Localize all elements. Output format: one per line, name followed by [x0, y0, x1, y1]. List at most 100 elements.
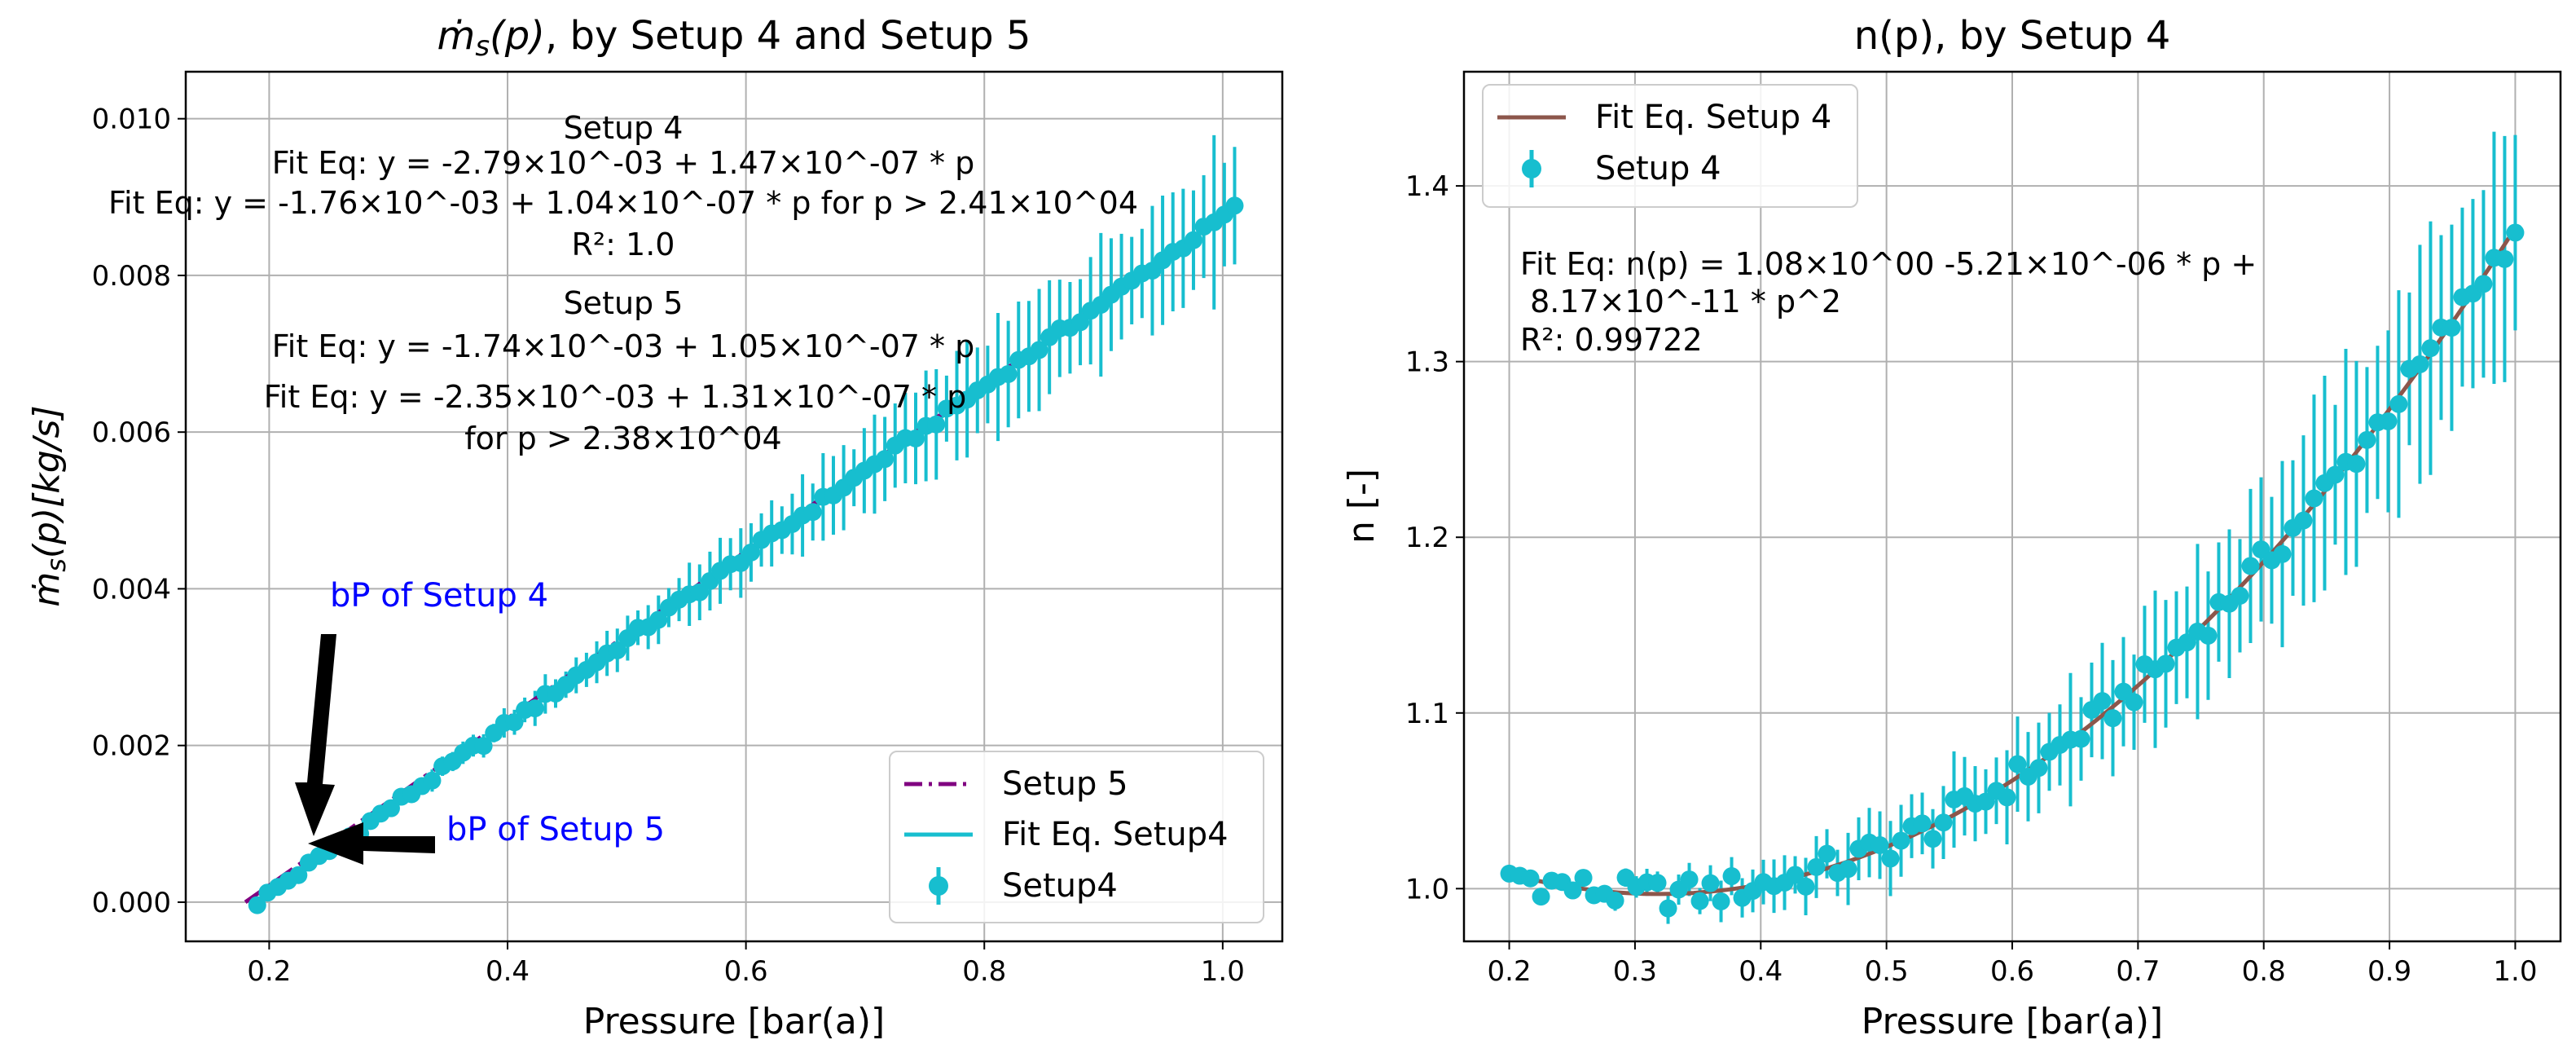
- setup-4-data-point: [2241, 557, 2260, 575]
- right-y-tick-label: 1.1: [1405, 698, 1449, 730]
- setup4-data-point: [423, 771, 442, 790]
- legend-setup4-label: Setup4: [1002, 867, 1118, 905]
- right-x-tick-label: 0.5: [1865, 955, 1909, 988]
- setup-4-data-point: [1839, 860, 1857, 879]
- left-x-tick-label: 0.8: [962, 955, 1006, 988]
- right-axes-frame: [1462, 70, 2562, 943]
- left-y-axis-label: ṁs(p)[kg/s]: [26, 405, 72, 606]
- setup4-data-point: [381, 799, 400, 817]
- setup-4-data-point: [1913, 814, 1932, 833]
- setup4-data-point: [505, 713, 524, 732]
- left-x-tick-label: 0.6: [724, 955, 768, 988]
- right-x-tick-label: 0.8: [2242, 955, 2286, 988]
- setup-4-data-point: [1923, 830, 1942, 848]
- setup-4-data-point: [1786, 866, 1805, 884]
- left-y-tick-label: 0.008: [92, 260, 171, 293]
- left-axis-ticks: 0.2 0.4 0.6 0.8 1.0 0.000 0.002 0.004 0.006 0.008…: [92, 104, 1245, 988]
- setup-4-data-point: [1870, 836, 1889, 855]
- bp-setup5-arrow-shape: [308, 822, 435, 865]
- setup4-data-point: [289, 866, 308, 884]
- setup4-data-point: [525, 699, 544, 718]
- setup-4-data-point: [2506, 223, 2525, 242]
- setup-4-data-point: [2072, 729, 2090, 748]
- setup-4-data-point: [2421, 339, 2440, 358]
- annot-n-r2: R²: 0.99722: [1520, 322, 1703, 358]
- setup-4-data-point: [1680, 870, 1699, 889]
- setup-4-data-point: [1712, 892, 1730, 910]
- setup-4-data-point: [2231, 586, 2249, 605]
- annot-setup5-heading: Setup 5: [564, 285, 684, 321]
- right-x-tick-label: 1.0: [2493, 955, 2537, 988]
- setup-4-data-point: [1934, 813, 1953, 832]
- setup-4-data-point: [2358, 430, 2376, 449]
- setup-4-data-point: [2008, 755, 2027, 773]
- setup-4-data-point: [1648, 874, 1667, 892]
- bp-setup4-arrow: bP of Setup 4: [295, 577, 548, 836]
- annot-setup5-fit1: Fit Eq: y = -1.74×10^-03 + 1.05×10^-07 *…: [272, 328, 975, 364]
- left-x-tick-label: 1.0: [1201, 955, 1245, 988]
- setup4-data-point: [248, 896, 266, 914]
- setup-4-data-point: [2294, 511, 2313, 530]
- left-y-tick-label: 0.000: [92, 887, 171, 919]
- setup4-data-point: [803, 503, 822, 522]
- setup-4-data-point: [2103, 709, 2122, 728]
- setup-4-data-point: [1998, 788, 2016, 807]
- left-fit-annotation: Setup 4 Fit Eq: y = -2.79×10^-03 + 1.47×…: [108, 110, 1138, 456]
- setup-4-data-point: [1532, 888, 1550, 906]
- setup-4-data-point: [1892, 831, 1910, 850]
- setup-4-data-point: [2326, 465, 2345, 484]
- right-fit-annotation: Fit Eq: n(p) = 1.08×10^00 -5.21×10^-06 *…: [1520, 246, 2257, 358]
- setup4-data-point: [649, 610, 668, 629]
- annot-n-fit1: Fit Eq: n(p) = 1.08×10^00 -5.21×10^-06 *…: [1520, 246, 2257, 282]
- setup-4-data-point: [1606, 891, 1624, 910]
- right-x-tick-label: 0.6: [1990, 955, 2034, 988]
- right-data-points: [1500, 223, 2525, 918]
- setup-4-data-point: [2093, 692, 2112, 711]
- annot-setup5-fit2: Fit Eq: y = -2.35×10^-03 + 1.31×10^-07 *…: [264, 379, 967, 415]
- setup-4-data-point: [2125, 693, 2143, 712]
- left-y-tick-label: 0.010: [92, 104, 171, 136]
- annot-setup4-fit2: Fit Eq: y = -1.76×10^-03 + 1.04×10^-07 *…: [108, 185, 1138, 221]
- setup-4-data-point: [1881, 849, 1900, 868]
- left-y-tick-label: 0.002: [92, 730, 171, 763]
- right-x-tick-label: 0.7: [2116, 955, 2160, 988]
- setup-4-data-point: [2442, 319, 2461, 337]
- setup-4-data-point: [2389, 394, 2408, 413]
- left-legend: Setup 5 Fit Eq. Setup4 Setup4: [889, 751, 1264, 923]
- right-y-tick-label: 1.4: [1405, 170, 1449, 203]
- right-y-tick-label: 1.0: [1405, 873, 1449, 905]
- setup4-data-point: [876, 450, 895, 469]
- setup-4-data-point: [1818, 844, 1836, 863]
- legend-fit-setup-4-label: Fit Eq. Setup 4: [1595, 99, 1831, 136]
- right-x-tick-label: 0.2: [1488, 955, 1532, 988]
- left-y-tick-label: 0.004: [92, 573, 171, 606]
- right-legend: Fit Eq. Setup 4 Setup 4: [1482, 84, 1858, 208]
- bp-setup4-arrow-shape: [295, 634, 336, 836]
- left-chart-title: ṁs(p), by Setup 4 and Setup 5: [437, 13, 1031, 63]
- legend-setup-4-marker: [1522, 159, 1541, 178]
- setup-4-data-point: [2029, 759, 2048, 778]
- bp-setup5-arrow: bP of Setup 5: [308, 811, 665, 865]
- left-y-tick-label: 0.006: [92, 416, 171, 449]
- right-y-axis-label: n [-]: [1341, 469, 1383, 544]
- right-x-tick-label: 0.9: [2367, 955, 2411, 988]
- setup-4-data-point: [1659, 899, 1677, 918]
- right-x-tick-label: 0.3: [1613, 955, 1657, 988]
- setup4-data-point: [999, 364, 1018, 383]
- right-axis-ticks: 0.2 0.3 0.4 0.5 0.6 0.7 0.8 0.9 1.0 1.0 1.1 1.2 1.3 1…: [1405, 170, 2538, 988]
- chart-mass-flow: 0.2 0.4 0.6 0.8 1.0 0.000 0.002 0.004 0.006 0.008…: [26, 13, 1284, 1042]
- bp-setup5-label: bP of Setup 5: [446, 811, 665, 848]
- setup-4-data-point: [2305, 489, 2323, 508]
- legend-fit-setup4-label: Fit Eq. Setup4: [1002, 816, 1229, 853]
- right-x-tick-label: 0.4: [1739, 955, 1783, 988]
- bp-setup4-label: bP of Setup 4: [330, 577, 548, 615]
- setup-4-data-point: [1796, 877, 1815, 896]
- left-x-axis-label: Pressure [bar(a)]: [583, 1001, 885, 1042]
- setup-4-data-point: [2199, 626, 2218, 645]
- setup-4-data-point: [1563, 881, 1582, 900]
- setup-4-data-point: [1521, 869, 1540, 888]
- setup4-data-point: [1225, 196, 1244, 215]
- setup4-data-point: [1030, 341, 1048, 359]
- setup-4-data-point: [2273, 544, 2292, 563]
- chart-polytropic-index: 0.2 0.3 0.4 0.5 0.6 0.7 0.8 0.9 1.0 1.0 1.1 1.2 1.3 1…: [1341, 13, 2562, 1042]
